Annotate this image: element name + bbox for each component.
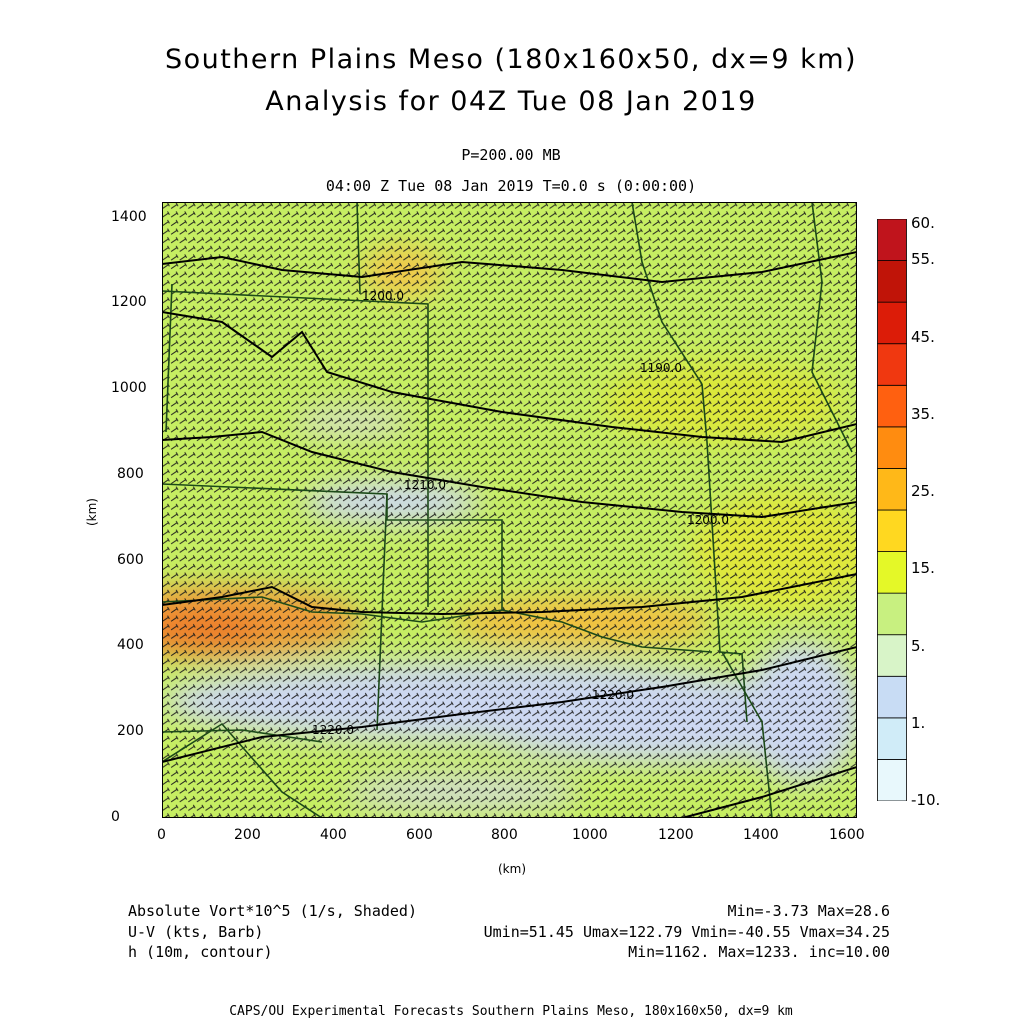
contour-label: 1200.0 [362, 289, 404, 303]
state-boundaries [162, 202, 853, 818]
var1-name: Absolute Vort*10^5 (1/s, Shaded) [128, 902, 417, 920]
valid-time: 04:00 Z Tue 08 Jan 2019 T=0.0 s (0:00:00… [325, 177, 697, 195]
x-tick-label: 200 [234, 827, 261, 843]
colorbar-cell [877, 301, 907, 345]
var3-stats: Min=1162. Max=1233. inc=10.00 [628, 943, 890, 961]
y-tick-label: 1000 [111, 380, 147, 396]
colorbar-cell [877, 260, 907, 303]
contour-label: 1220.0 [312, 723, 354, 737]
var2-stats: Umin=51.45 Umax=122.79 Vmin=-40.55 Vmax=… [483, 923, 890, 941]
x-tick-label: 400 [320, 827, 347, 843]
height-contours [162, 251, 857, 818]
colorbar-label: 1. [911, 714, 926, 732]
var3-name: h (10m, contour) [128, 943, 273, 961]
x-tick-label: 600 [406, 827, 433, 843]
map-plot: 1200.0 1190.0 1210.0 1200.0 1220.0 1220.… [162, 202, 857, 818]
x-tick-label: 800 [491, 827, 518, 843]
x-tick-label: 1400 [743, 827, 779, 843]
y-tick-label: 200 [117, 723, 144, 739]
contour-labels: 1200.0 1190.0 1210.0 1200.0 1220.0 1220.… [312, 289, 729, 737]
contour-label: 1220.0 [592, 688, 634, 702]
y-axis-unit: (km) [85, 497, 100, 527]
y-tick-label: 600 [117, 552, 144, 568]
colorbar-label: -10. [911, 791, 941, 809]
colorbar-cell [877, 509, 907, 552]
colorbar-cell [877, 759, 907, 801]
colorbar-cell [877, 592, 907, 636]
colorbar-cell [877, 675, 907, 719]
y-tick-label: 800 [117, 466, 144, 482]
colorbar-cell [877, 551, 907, 594]
x-axis-unit: (km) [498, 862, 527, 876]
colorbar-label: 35. [911, 405, 935, 423]
pressure-level: P=200.00 MB [461, 146, 561, 164]
title-line-1: Southern Plains Meso (180x160x50, dx=9 k… [164, 44, 858, 75]
x-tick-label: 0 [157, 827, 166, 843]
colorbar-cell [877, 717, 907, 760]
colorbar-cell [877, 426, 907, 469]
colorbar-label: 55. [911, 250, 935, 268]
y-tick-label: 1200 [111, 294, 147, 310]
colorbar-cell [877, 384, 907, 428]
x-tick-label: 1200 [658, 827, 694, 843]
var1-stats: Min=-3.73 Max=28.6 [727, 902, 890, 920]
colorbar-label: 25. [911, 482, 935, 500]
colorbar [877, 219, 907, 801]
credit-line: CAPS/OU Experimental Forecasts Southern … [229, 1004, 793, 1019]
colorbar-cell [877, 343, 907, 386]
x-tick-label: 1600 [829, 827, 865, 843]
y-tick-label: 400 [117, 637, 144, 653]
colorbar-label: 15. [911, 559, 935, 577]
var2-name: U-V (kts, Barb) [128, 923, 264, 941]
wind-barbs [162, 202, 857, 818]
contour-label: 1200.0 [687, 513, 729, 527]
colorbar-cell [877, 634, 907, 677]
y-tick-label: 1400 [111, 209, 147, 225]
plot-frame [162, 202, 857, 818]
contour-label: 1210.0 [404, 478, 446, 492]
colorbar-label: 5. [911, 637, 926, 655]
colorbar-cell [877, 468, 907, 511]
contour-label: 1190.0 [640, 361, 682, 375]
title-line-2: Analysis for 04Z Tue 08 Jan 2019 [265, 86, 757, 117]
x-tick-label: 1000 [572, 827, 608, 843]
y-tick-label: 0 [111, 809, 120, 825]
colorbar-label: 60. [911, 214, 935, 232]
colorbar-label: 45. [911, 328, 935, 346]
colorbar-cell [877, 219, 907, 261]
